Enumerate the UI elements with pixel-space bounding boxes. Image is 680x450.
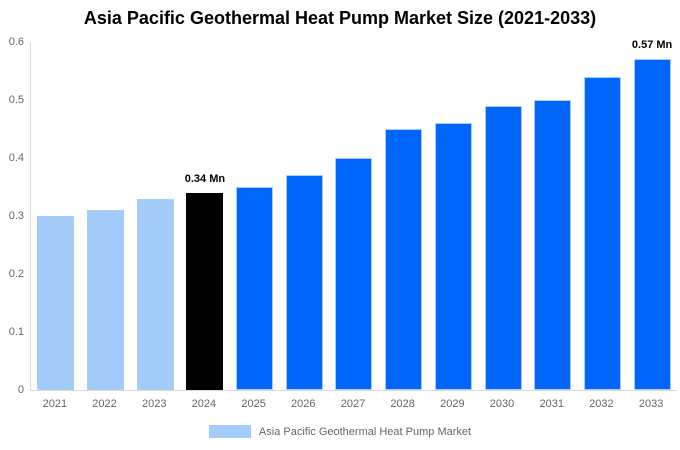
bar-band-2030 <box>478 42 528 390</box>
bar-band-2027 <box>329 42 379 390</box>
x-label-2023: 2023 <box>141 398 167 410</box>
x-label-2032: 2032 <box>589 398 614 410</box>
y-tick-0.3: 0.3 <box>8 210 24 222</box>
bar-2027[interactable] <box>335 158 373 390</box>
bar-2024[interactable] <box>186 192 224 390</box>
bar-2028[interactable] <box>385 129 423 390</box>
bar-band-2022 <box>81 42 131 390</box>
bar-band-2033: 0.57 Mn <box>627 39 677 390</box>
bar-value-label-2024: 0.34 Mn <box>184 172 226 185</box>
x-axis: 2021 2022 2023 2024 2025 2026 2027 2028 2029 2030… <box>30 398 676 410</box>
bar-2023[interactable] <box>136 198 174 390</box>
x-label-2026: 2026 <box>291 398 316 410</box>
x-label-2031: 2031 <box>539 398 564 410</box>
x-label-2030: 2030 <box>489 398 515 410</box>
legend-label[interactable]: Asia Pacific Geothermal Heat Pump Market <box>258 425 472 438</box>
bar-band-2021 <box>31 42 81 390</box>
bar-2022[interactable] <box>87 210 125 390</box>
bar-2029[interactable] <box>434 123 472 390</box>
bar-2033[interactable] <box>633 59 671 390</box>
legend: Asia Pacific Geothermal Heat Pump Market <box>0 425 680 438</box>
bar-2021[interactable] <box>37 216 75 390</box>
y-tick-0.6: 0.6 <box>8 36 24 48</box>
bar-band-2025 <box>230 42 280 390</box>
chart-title: Asia Pacific Geothermal Heat Pump Market… <box>83 8 597 28</box>
y-tick-0: 0 <box>17 384 24 396</box>
bar-value-label-2033: 0.57 Mn <box>631 39 673 52</box>
bar-band-2032 <box>578 42 628 390</box>
bar-2032[interactable] <box>583 76 621 390</box>
y-axis: 0 0.1 0.2 0.3 0.4 0.5 0.6 <box>0 36 26 396</box>
legend-swatch-icon[interactable] <box>208 425 251 438</box>
x-label-2025: 2025 <box>241 398 266 410</box>
bar-band-2024: 0.34 Mn <box>180 42 230 390</box>
x-label-2033: 2033 <box>638 398 664 410</box>
bar-band-2026 <box>279 42 329 390</box>
bar-2030[interactable] <box>484 105 522 390</box>
x-label-2022: 2022 <box>92 398 117 410</box>
y-tick-0.1: 0.1 <box>8 326 24 338</box>
y-tick-0.5: 0.5 <box>8 94 24 106</box>
x-label-2027: 2027 <box>340 398 366 410</box>
y-tick-0.2: 0.2 <box>8 268 24 280</box>
bar-band-2031 <box>528 42 578 390</box>
bar-band-2023 <box>130 42 180 390</box>
x-label-2028: 2028 <box>390 398 415 410</box>
x-label-2024: 2024 <box>191 398 217 410</box>
plot-area: 0.34 Mn 0.57 Mn <box>30 39 677 391</box>
x-label-2029: 2029 <box>440 398 465 410</box>
bar-2031[interactable] <box>534 100 572 390</box>
bar-2026[interactable] <box>285 175 323 390</box>
bar-band-2029 <box>429 42 479 390</box>
y-tick-0.4: 0.4 <box>8 152 24 164</box>
bar-band-2028 <box>379 42 429 390</box>
x-label-2021: 2021 <box>42 398 68 410</box>
bar-2025[interactable] <box>236 187 274 390</box>
